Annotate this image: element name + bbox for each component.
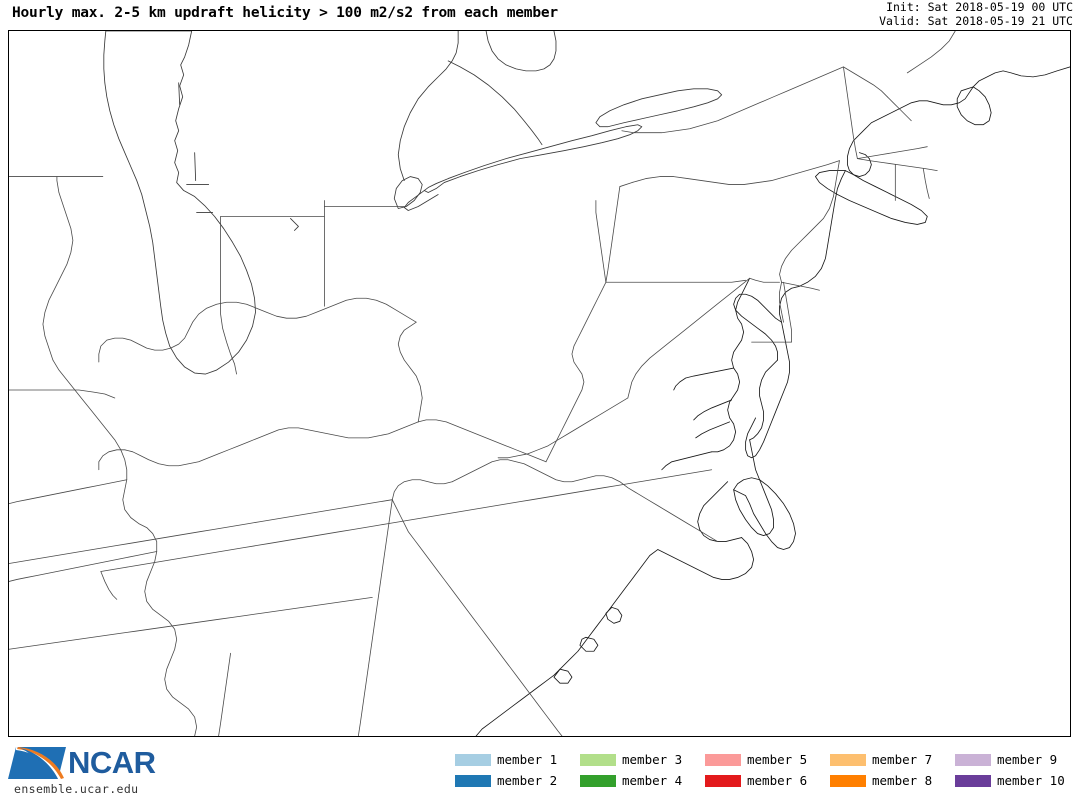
legend-label-member-6: member 6 — [747, 772, 808, 788]
ncar-wordmark: NCAR — [68, 745, 156, 780]
map-panel[interactable] — [8, 30, 1071, 737]
valid-time-label: Valid: Sat 2018-05-19 21 UTC — [879, 13, 1073, 28]
legend-swatch-member-6 — [705, 774, 741, 787]
legend-column-4: member 7 member 8 — [830, 751, 955, 797]
ncar-url-label: ensemble.ucar.edu — [14, 782, 139, 796]
legend-column-3: member 5 member 6 — [705, 751, 830, 797]
legend-label-member-4: member 4 — [622, 772, 683, 788]
plot-header: Hourly max. 2-5 km updraft helicity > 10… — [0, 0, 1080, 30]
legend-swatch-member-9 — [955, 753, 991, 766]
legend-item-member-4[interactable]: member 4 — [580, 772, 682, 789]
legend-label-member-5: member 5 — [747, 751, 808, 767]
legend-swatch-member-5 — [705, 753, 741, 766]
legend-swatch-member-8 — [830, 774, 866, 787]
forecast-time-block: Init: Sat 2018-05-19 00 UTC Valid: Sat 2… — [879, 0, 1073, 28]
map-geography — [9, 31, 1070, 736]
legend-swatch-member-3 — [580, 753, 616, 766]
legend-swatch-member-10 — [955, 774, 991, 787]
legend-swatch-member-1 — [455, 753, 491, 766]
legend-label-member-1: member 1 — [497, 751, 558, 767]
legend-item-member-10[interactable]: member 10 — [955, 772, 1065, 789]
legend-label-member-2: member 2 — [497, 772, 558, 788]
legend-label-member-8: member 8 — [872, 772, 933, 788]
legend-item-member-1[interactable]: member 1 — [455, 751, 557, 768]
init-time-label: Init: Sat 2018-05-19 00 UTC — [886, 0, 1073, 14]
legend-item-member-7[interactable]: member 7 — [830, 751, 932, 768]
legend-swatch-member-2 — [455, 774, 491, 787]
legend-swatch-member-7 — [830, 753, 866, 766]
footer: NCAR ensemble.ucar.edu member 1 member 2… — [0, 737, 1080, 800]
member-legend: member 1 member 2 member 3 member 4 memb… — [455, 751, 1075, 797]
legend-label-member-10: member 10 — [997, 772, 1065, 788]
legend-column-5: member 9 member 10 — [955, 751, 1080, 797]
legend-column-2: member 3 member 4 — [580, 751, 705, 797]
legend-item-member-5[interactable]: member 5 — [705, 751, 807, 768]
legend-label-member-3: member 3 — [622, 751, 683, 767]
ncar-logo-mark — [8, 747, 66, 779]
legend-item-member-9[interactable]: member 9 — [955, 751, 1057, 768]
ncar-logo[interactable]: NCAR ensemble.ucar.edu — [6, 745, 196, 797]
legend-item-member-2[interactable]: member 2 — [455, 772, 557, 789]
legend-swatch-member-4 — [580, 774, 616, 787]
legend-item-member-8[interactable]: member 8 — [830, 772, 932, 789]
legend-item-member-3[interactable]: member 3 — [580, 751, 682, 768]
legend-label-member-9: member 9 — [997, 751, 1058, 767]
page-title: Hourly max. 2-5 km updraft helicity > 10… — [12, 5, 558, 21]
legend-item-member-6[interactable]: member 6 — [705, 772, 807, 789]
legend-column-1: member 1 member 2 — [455, 751, 580, 797]
legend-label-member-7: member 7 — [872, 751, 933, 767]
